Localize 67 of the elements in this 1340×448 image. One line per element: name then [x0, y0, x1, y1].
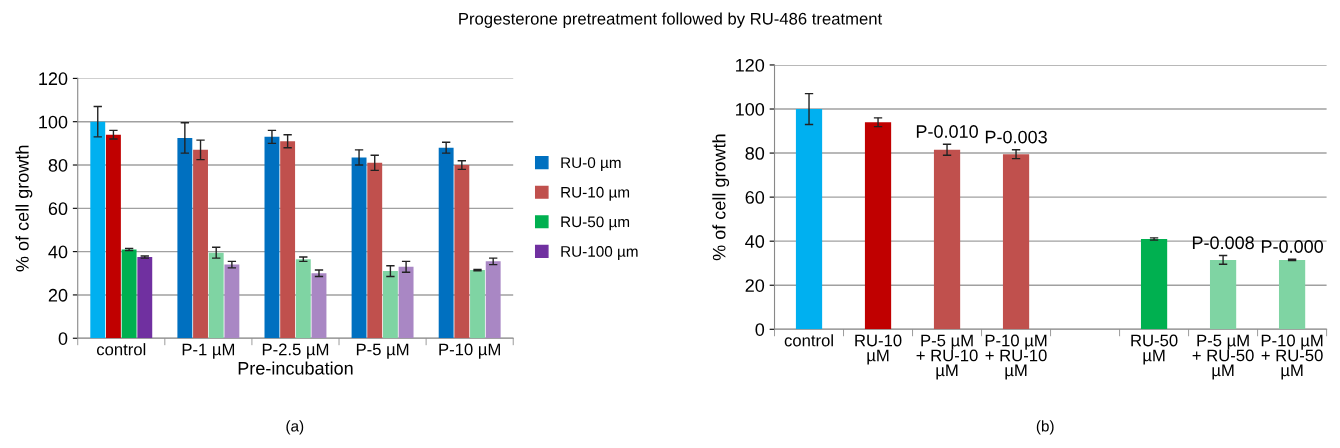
- bar: [438, 147, 454, 339]
- legend-label: RU-0 µm: [561, 157, 621, 172]
- y-tick-label: 80: [48, 158, 68, 172]
- y-tick-label: 60: [48, 202, 68, 216]
- y-tick-label: 20: [48, 288, 68, 302]
- y-tick-label: 20: [745, 279, 765, 292]
- bar: [264, 136, 280, 339]
- legend-label: RU-50 µm: [561, 216, 630, 231]
- annotation: P-0.000: [1261, 240, 1324, 253]
- bar: [208, 252, 224, 339]
- legend-label: RU-100 µm: [561, 246, 638, 260]
- bar: [90, 121, 106, 339]
- bar: [121, 249, 137, 339]
- x-tick-label: P-10 µM: [439, 343, 500, 359]
- bar: [470, 270, 485, 339]
- y-axis-title: % of cell growth: [712, 134, 730, 261]
- x-tick-label: P-10 µM + RU-10 µM: [985, 334, 1047, 380]
- legend-label: RU-10 µm: [561, 186, 630, 201]
- y-tick-label: 120: [39, 72, 68, 86]
- x-tick-label: control: [784, 334, 833, 347]
- bar: [295, 259, 311, 339]
- bar: [382, 271, 398, 339]
- annotation: P-0.003: [985, 130, 1047, 144]
- x-tick-label: P-5 µM + RU-50 µM: [1192, 334, 1254, 380]
- y-tick-label: 120: [736, 58, 765, 72]
- y-axis-title: % of cell growth: [15, 145, 33, 272]
- annotation: P-0.008: [1192, 236, 1254, 250]
- bar: [398, 266, 414, 339]
- bar: [280, 141, 296, 339]
- bar: [1278, 259, 1306, 330]
- bar: [485, 261, 501, 339]
- bar: [177, 137, 193, 339]
- bar: [1140, 238, 1168, 330]
- bar: [1209, 259, 1237, 330]
- bar: [351, 157, 367, 339]
- y-tick-label: 80: [745, 147, 765, 160]
- y-tick-label: 0: [58, 332, 68, 345]
- y-tick-label: 0: [755, 323, 765, 336]
- x-tick-label: P-10 µM + RU-50 µM: [1261, 334, 1323, 380]
- bar: [933, 149, 961, 330]
- bar: [193, 149, 208, 339]
- y-tick-label: 100: [39, 115, 68, 129]
- bar: [224, 264, 240, 339]
- x-tick-label: RU-10 µM: [855, 334, 902, 365]
- x-tick-label: P-5 µM + RU-10 µM: [916, 334, 978, 380]
- bar: [454, 165, 470, 339]
- y-tick-label: 100: [736, 102, 765, 116]
- bar: [105, 134, 121, 339]
- text: (a): [286, 420, 304, 435]
- text: Progesterone pretreatment followed by RU-486 treatment: [459, 12, 883, 28]
- y-tick-label: 40: [48, 245, 68, 259]
- y-tick-label: 40: [745, 235, 765, 248]
- text: (b): [1036, 420, 1054, 435]
- x-tick-label: P-1 µM: [182, 343, 235, 359]
- bar: [795, 109, 823, 330]
- x-tick-label: RU-50 µM: [1131, 334, 1178, 365]
- bar: [1002, 154, 1030, 330]
- bar: [311, 273, 327, 339]
- y-tick-label: 60: [745, 191, 765, 204]
- x-tick-label: P-2.5 µM: [262, 343, 329, 359]
- annotation: P-0.010: [916, 125, 978, 138]
- bar: [137, 257, 153, 339]
- bar: [864, 122, 892, 330]
- x-tick-label: control: [96, 343, 146, 356]
- x-tick-label: P-5 µM: [356, 343, 409, 359]
- bar: [367, 162, 383, 339]
- x-axis-title: Pre-incubation: [238, 361, 353, 375]
